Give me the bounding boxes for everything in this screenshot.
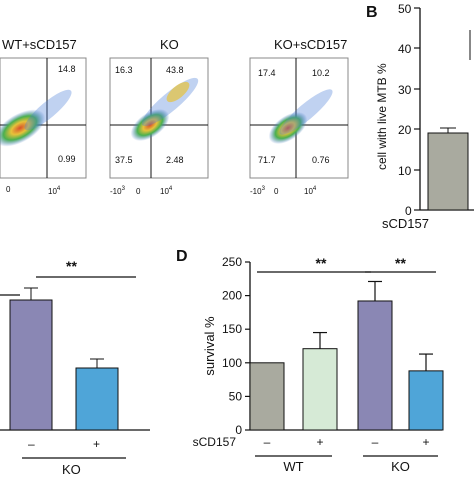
flow-tick: -103 <box>110 186 126 196</box>
panel-b-ylabel: cell with live MTB % <box>375 63 389 170</box>
x-sign-label: – <box>264 435 271 449</box>
quad-value: 2.48 <box>166 155 184 165</box>
quad-value: 16.3 <box>115 65 133 75</box>
y-tick-label: 100 <box>222 356 242 370</box>
x-sign-label: – <box>372 435 379 449</box>
y-tick-label: 50 <box>229 389 243 403</box>
bar <box>249 362 285 431</box>
flow-plot-2 <box>109 57 209 179</box>
panel-b-tick: 30 <box>398 83 412 97</box>
flow-tick: 104 <box>48 186 61 196</box>
quad-value: 14.8 <box>58 64 76 74</box>
y-tick-label: 200 <box>222 289 242 303</box>
panel-b-tick: 50 <box>398 2 412 16</box>
bar <box>357 300 393 431</box>
quad-value: 43.8 <box>166 65 184 75</box>
quad-value: 10.2 <box>312 68 330 78</box>
y-tick-label: 250 <box>222 255 242 269</box>
y-axis-label: survival % <box>202 316 217 376</box>
quad-value: 0.99 <box>58 154 76 164</box>
panel-b-tick: 0 <box>405 204 412 218</box>
panel-c-chart <box>0 276 150 459</box>
panel-d-letter: D <box>176 248 188 265</box>
flow-tick: 104 <box>160 186 173 196</box>
x-sign-label: + <box>422 435 429 449</box>
flow-plot-2-title: KO <box>160 37 179 52</box>
group-label: WT <box>283 459 303 474</box>
group-label: KO <box>391 459 410 474</box>
panel-b-xcat: sCD157 <box>382 216 429 231</box>
panel-b-tick: 40 <box>398 42 412 56</box>
quad-value: 17.4 <box>258 68 276 78</box>
y-tick-label: 0 <box>235 423 242 437</box>
quad-value: 0.76 <box>312 155 330 165</box>
panel-b-tick: 10 <box>398 164 412 178</box>
flow-tick: -103 <box>250 186 266 196</box>
flow-tick: 0 <box>136 187 141 196</box>
panel-c-significance: ** <box>66 258 77 274</box>
flow-tick: 104 <box>304 186 317 196</box>
flow-plot-3-title: KO+sCD157 <box>274 37 348 52</box>
bar <box>302 348 338 431</box>
flow-plot-1-title: WT+sCD157 <box>2 37 77 52</box>
flow-tick: 0 <box>6 185 11 194</box>
panel-c-tick-plus: + <box>93 437 101 451</box>
panel-b-tick: 20 <box>398 123 412 137</box>
flow-plot-3 <box>249 57 349 179</box>
flow-plot-1 <box>0 57 87 179</box>
panel-c-tick-minus: – <box>28 437 35 451</box>
panel-b-chart <box>414 7 474 211</box>
significance-label: ** <box>395 255 406 271</box>
y-tick-label: 150 <box>222 322 242 336</box>
quad-value: 71.7 <box>258 155 276 165</box>
x-row-label: sCD157 <box>193 435 237 449</box>
significance-label: ** <box>316 255 327 271</box>
panel-b-letter: B <box>366 4 378 21</box>
panel-d-chart: 0 50 100 150 200 250 survival % – + – + sCD157 WT KO *… <box>193 255 444 474</box>
quad-value: 37.5 <box>115 155 133 165</box>
bar <box>408 370 444 431</box>
flow-cytometry-panel: 0 104 -103 0 104 -103 0 104 <box>0 57 349 196</box>
panel-c-group-label: KO <box>62 462 81 477</box>
x-sign-label: + <box>316 435 323 449</box>
flow-tick: 0 <box>274 187 279 196</box>
